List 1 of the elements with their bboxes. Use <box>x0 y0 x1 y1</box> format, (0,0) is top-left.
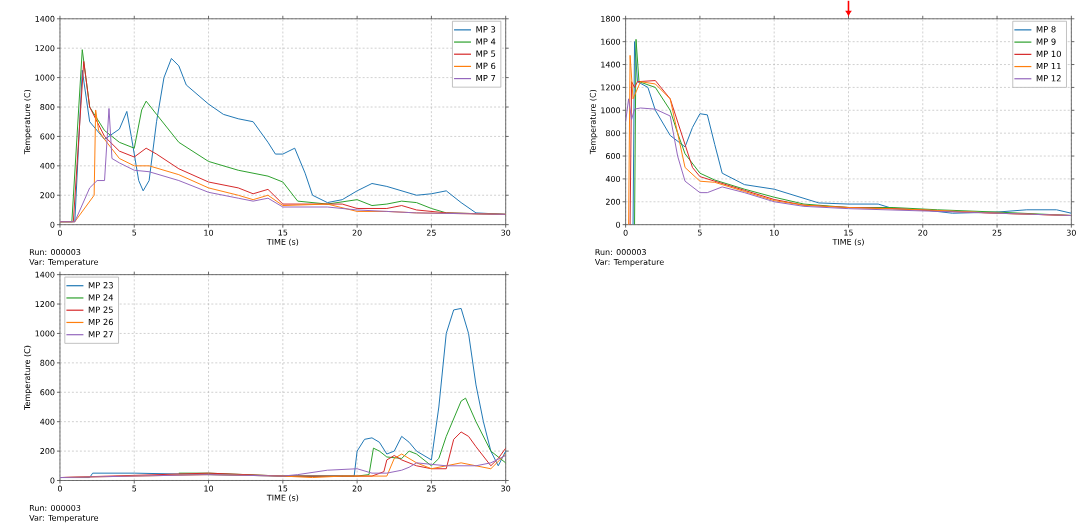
line-series <box>625 98 1072 216</box>
